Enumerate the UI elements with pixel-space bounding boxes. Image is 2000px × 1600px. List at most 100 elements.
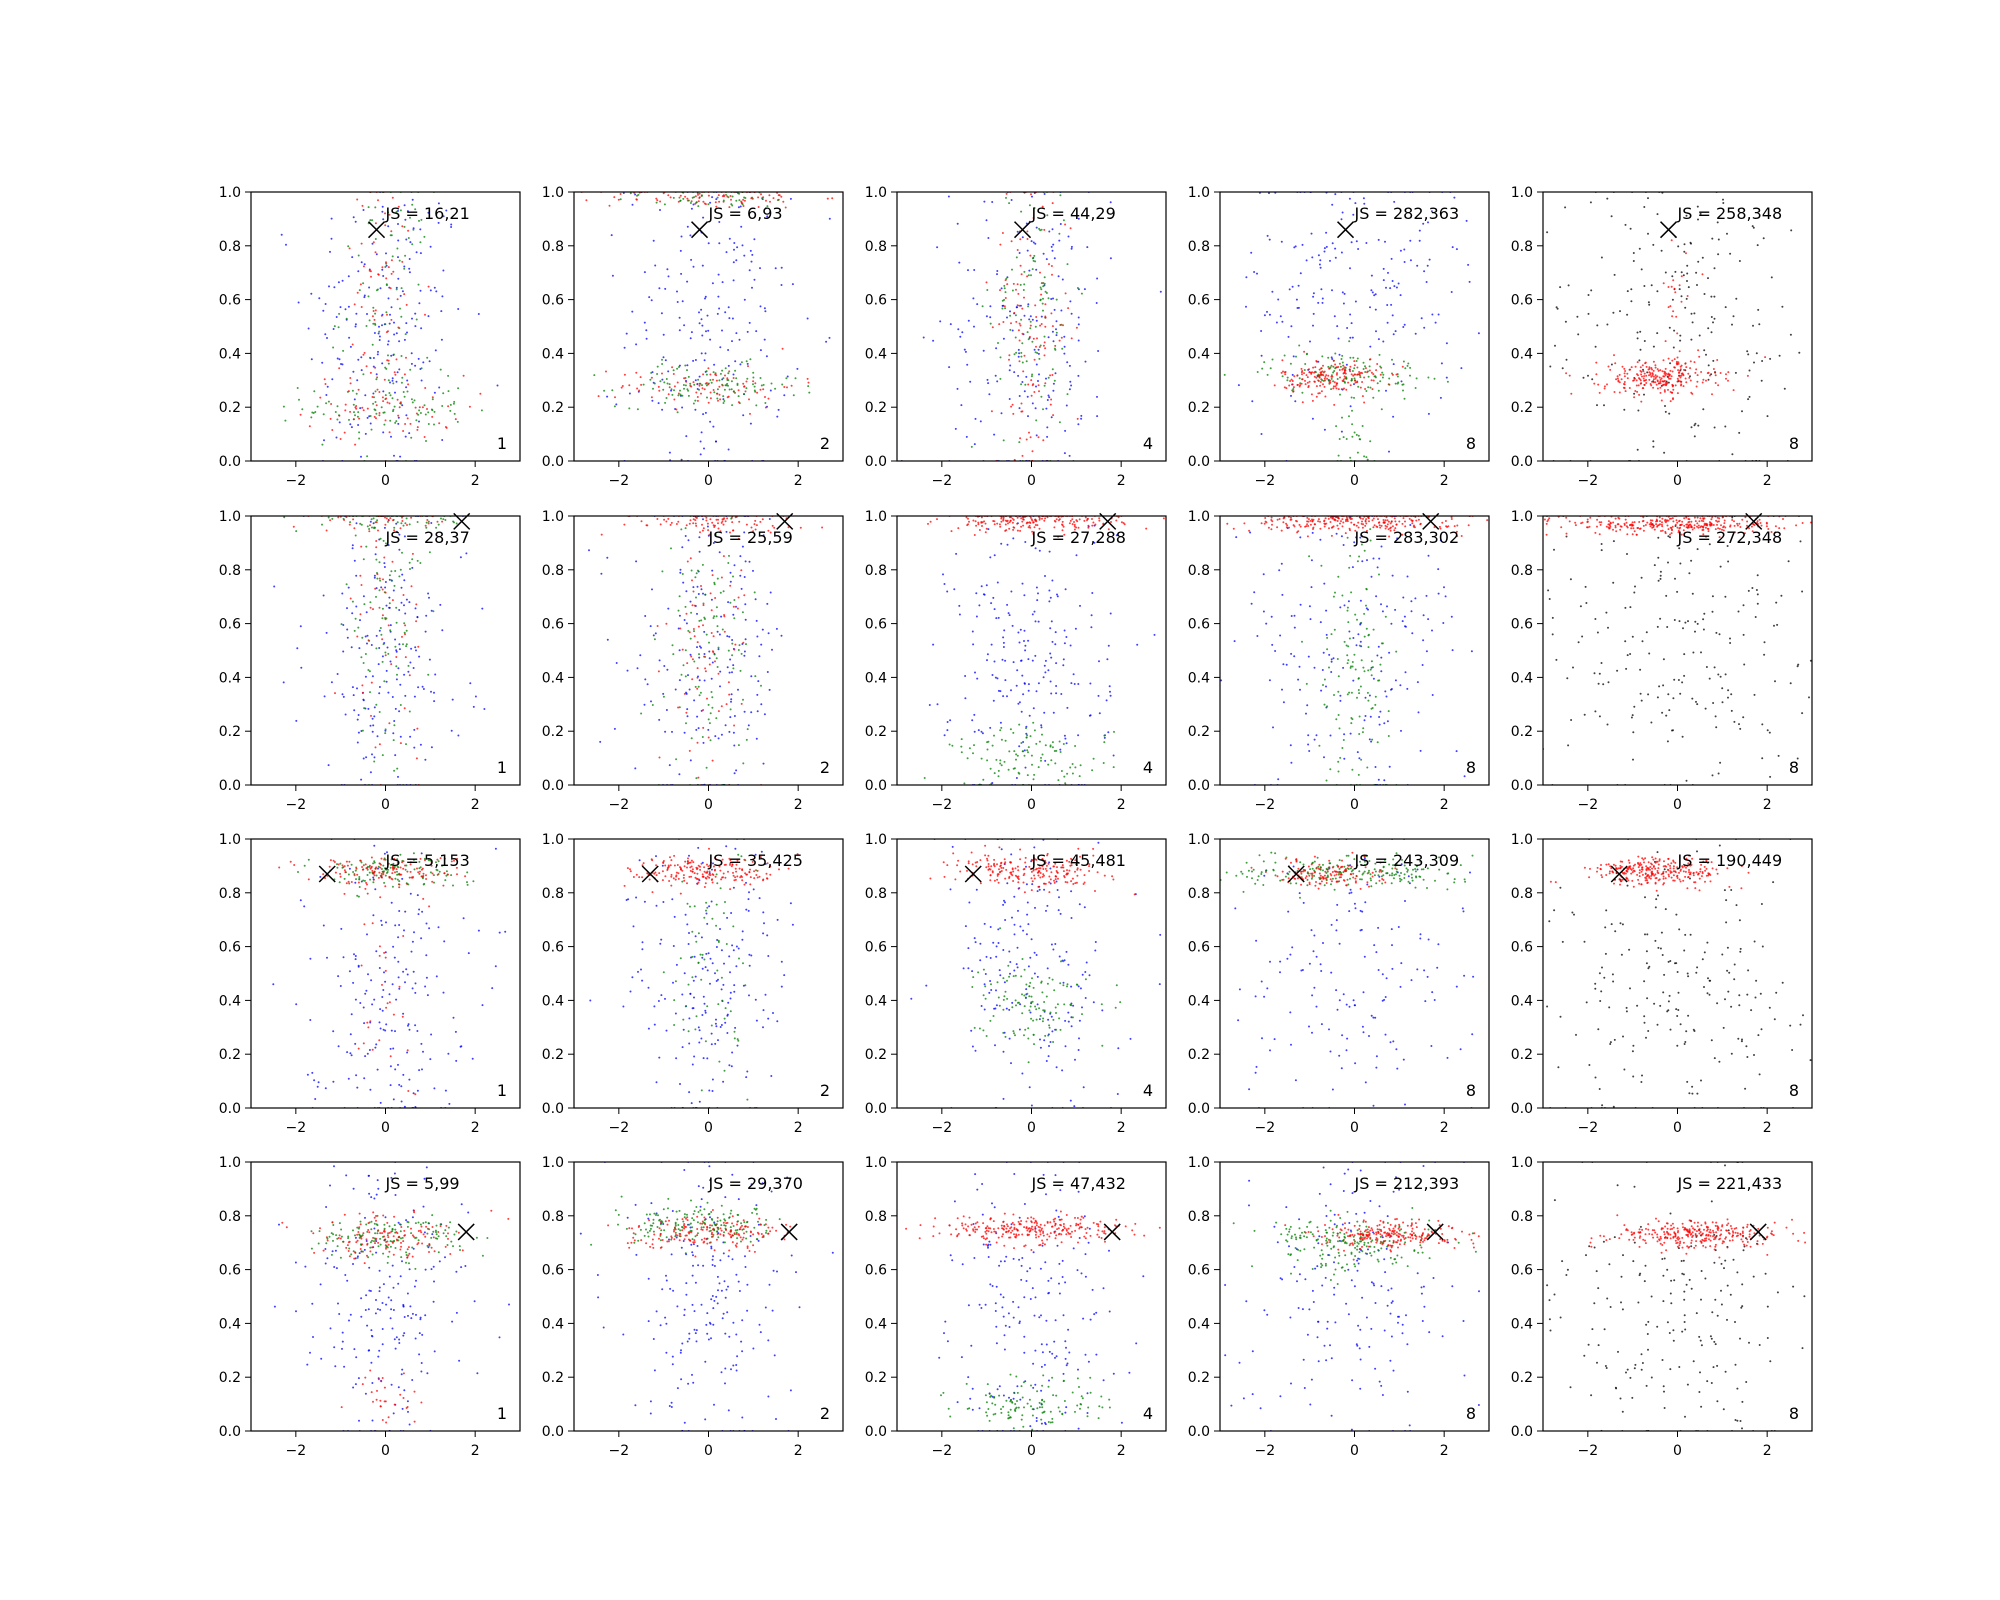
point-r1-c0-red xyxy=(325,529,328,532)
point-r0-c3-green xyxy=(1339,365,1342,368)
point-r0-c2-blue xyxy=(1028,269,1031,272)
point-r1-c0-green xyxy=(360,523,363,526)
point-r1-c4-black xyxy=(1797,663,1800,666)
point-r1-c3-blue xyxy=(1297,678,1300,681)
point-r0-c0-green xyxy=(404,333,407,336)
point-r0-c0-blue xyxy=(409,241,412,244)
point-r0-c1-blue xyxy=(700,318,703,321)
point-r0-c3-green xyxy=(1381,376,1384,379)
point-r0-c0-green xyxy=(442,392,445,395)
point-r0-c2-blue xyxy=(1066,361,1069,364)
point-r0-c3-red xyxy=(1342,367,1345,370)
point-r1-c3-red xyxy=(1348,516,1351,519)
point-r0-c0-green xyxy=(394,421,397,424)
point-r1-c3-blue xyxy=(1410,610,1413,613)
point-r1-c3-blue xyxy=(1396,537,1399,540)
point-r0-c1-blue xyxy=(704,297,706,300)
point-r1-c1-green xyxy=(680,528,683,531)
point-r0-c1-blue xyxy=(689,337,692,340)
point-r0-c4-red xyxy=(1648,371,1651,374)
point-r0-c1-red xyxy=(672,373,675,375)
point-r1-c3-blue xyxy=(1377,645,1380,648)
point-r1-c0-blue xyxy=(299,625,302,628)
point-r0-c2-blue xyxy=(985,315,988,318)
point-r0-c2-green xyxy=(1020,355,1023,358)
point-r1-c3-red xyxy=(1307,525,1310,527)
point-r1-c2-green xyxy=(995,758,998,761)
point-r1-c1-blue xyxy=(678,679,681,682)
point-r1-c0-blue xyxy=(415,649,417,652)
point-r1-c0-green xyxy=(403,631,406,634)
point-r1-c0-blue xyxy=(394,638,397,641)
point-r0-c4-red xyxy=(1635,379,1638,382)
point-r0-c2-red xyxy=(1049,403,1052,406)
point-r1-c2-green xyxy=(1092,757,1095,760)
axes-frame-r1-c2 xyxy=(896,515,1167,786)
point-r1-c3-green xyxy=(1387,710,1390,713)
point-r1-c1-red xyxy=(694,522,697,525)
point-r0-c2-blue xyxy=(1046,426,1049,429)
point-r1-c3-green xyxy=(1367,646,1370,649)
point-r0-c4-red xyxy=(1669,400,1672,403)
point-r1-c3-blue xyxy=(1378,716,1381,718)
panel-r0-c2: −2 0 20.00.20.40.60.81.0JS = 44,294 xyxy=(865,185,1167,489)
point-r0-c4-red xyxy=(1641,364,1644,367)
point-r0-c2-blue xyxy=(982,349,985,352)
point-r0-c2-red xyxy=(1005,192,1008,195)
point-r0-c4-black xyxy=(1672,346,1675,349)
point-r0-c4-red xyxy=(1666,381,1669,384)
point-r1-c1-blue xyxy=(733,715,736,717)
point-r0-c3-blue xyxy=(1385,286,1387,289)
point-r0-c2-red xyxy=(1044,325,1047,328)
point-r0-c4-black xyxy=(1577,333,1580,336)
point-r0-c4-red xyxy=(1669,391,1672,393)
point-r1-c2-blue xyxy=(1017,702,1020,705)
point-r1-c2-blue xyxy=(1112,754,1115,757)
point-r1-c0-red xyxy=(415,603,418,606)
point-r0-c0-green xyxy=(353,411,355,414)
axes-frame-r1-c0 xyxy=(250,515,521,786)
point-r0-c1-blue xyxy=(748,269,751,272)
point-r1-c0-green xyxy=(361,636,364,639)
point-r1-c3-blue xyxy=(1289,744,1292,747)
point-r1-c1-blue xyxy=(717,648,720,651)
point-r0-c0-red xyxy=(385,277,388,280)
point-r1-c2-blue xyxy=(1106,658,1109,661)
point-r1-c3-green xyxy=(1347,659,1350,662)
point-r0-c0-red xyxy=(349,382,352,385)
point-r0-c1-red xyxy=(683,377,686,380)
point-r1-c4-black xyxy=(1682,627,1684,630)
point-r1-c1-green xyxy=(753,591,756,594)
point-r0-c4-red xyxy=(1641,375,1643,378)
point-r1-c0-blue xyxy=(414,607,417,610)
point-r0-c0-green xyxy=(384,366,387,369)
point-r1-c2-red xyxy=(1032,532,1035,535)
point-r1-c0-red xyxy=(411,552,414,555)
point-r1-c0-red xyxy=(410,516,413,519)
point-r1-c3-blue xyxy=(1174,629,1176,631)
point-r1-c2-green xyxy=(989,767,992,770)
point-r1-c3-green xyxy=(1322,684,1324,686)
point-r1-c1-green xyxy=(713,615,716,618)
point-r1-c2-blue xyxy=(1056,595,1059,598)
point-r1-c3-green xyxy=(1318,744,1321,747)
point-r0-c4-red xyxy=(1659,386,1662,389)
point-r1-c3-red xyxy=(1353,523,1356,526)
point-r0-c0-green xyxy=(404,254,407,257)
y-tick-label-r1-c0: 0.4 xyxy=(219,670,241,686)
point-r0-c0-red xyxy=(378,391,381,393)
point-r1-c4-black xyxy=(1691,697,1694,700)
point-r0-c4-black xyxy=(1587,294,1590,296)
point-r0-c1-blue xyxy=(686,364,689,367)
point-r0-c1-red xyxy=(620,386,623,389)
point-r1-c1-red xyxy=(717,527,720,530)
point-r1-c4-black xyxy=(1826,698,1828,700)
point-r1-c2-red xyxy=(1006,519,1009,522)
point-r1-c1-green xyxy=(687,629,690,632)
point-r0-c0-blue xyxy=(382,390,385,393)
point-r1-c1-blue xyxy=(710,598,713,601)
point-r0-c0-red xyxy=(392,270,395,273)
point-r0-c0-red xyxy=(438,422,441,425)
point-r0-c1-green xyxy=(653,382,656,385)
